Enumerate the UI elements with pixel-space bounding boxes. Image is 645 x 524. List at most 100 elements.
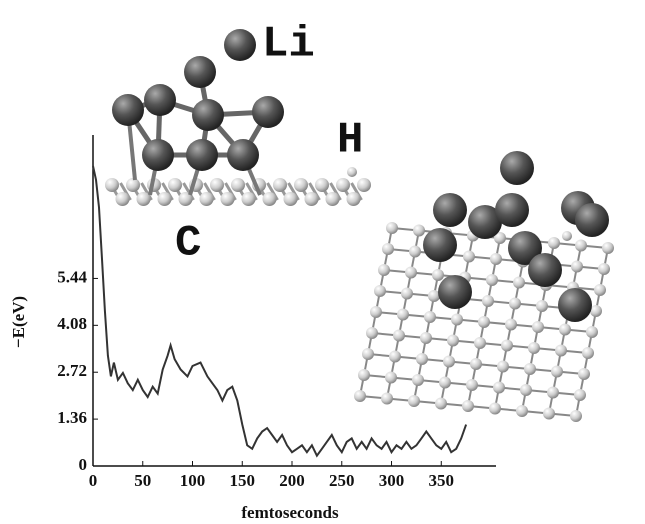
carbon-atom (520, 384, 532, 396)
carbon-atom (575, 239, 587, 252)
carbon-atom (381, 392, 393, 405)
carbon-atom (435, 397, 447, 410)
carbon-atom (486, 274, 498, 286)
lithium-atom (112, 94, 144, 126)
carbon-atom (574, 389, 586, 401)
carbon-atom (199, 192, 214, 206)
carbon-atom (590, 305, 602, 317)
carbon-atom (401, 287, 413, 300)
carbon-atom (370, 306, 382, 318)
lithium-atom (192, 99, 224, 131)
carbon-atom (397, 308, 409, 321)
carbon-atom (178, 192, 193, 206)
x-tick-label: 0 (89, 471, 98, 490)
carbon-atom (382, 243, 394, 255)
carbon-atom (582, 347, 594, 359)
y-axis-label: −E(eV) (9, 296, 28, 348)
carbon-atom (505, 318, 517, 331)
carbon-atom (443, 355, 455, 368)
carbon-atom (493, 381, 505, 394)
carbon-atom (325, 192, 340, 206)
lithium-atom (252, 96, 284, 128)
plot: 0 1.36 2.72 4.08 5.44 0 50 100 150 200 250 300 350 (57, 135, 496, 490)
carbon-atom (126, 178, 140, 192)
carbon-atom (283, 192, 298, 206)
carbon-atom (497, 360, 509, 373)
x-tick-label: 350 (429, 471, 455, 490)
carbon-atom (393, 329, 405, 342)
lithium-atom (423, 228, 457, 262)
carbon-atom (374, 285, 386, 297)
carbon-atom (470, 358, 482, 370)
hydrogen-atom (562, 231, 572, 241)
carbon-atom (555, 344, 567, 357)
carbon-atom (273, 178, 287, 192)
lithium-atom (433, 193, 467, 227)
carbon-atom (424, 311, 436, 323)
lithium-atom (224, 29, 256, 61)
carbon-atom (536, 300, 548, 312)
carbon-atom (362, 348, 374, 360)
carbon-atom (547, 386, 559, 399)
carbon-atom (447, 334, 459, 347)
x-tick-label: 200 (279, 471, 305, 490)
carbon-atom (354, 390, 366, 402)
carbon-atom (474, 337, 486, 349)
carbon-atom (489, 402, 501, 415)
carbon-atom (578, 368, 590, 380)
carbon-atom (378, 264, 390, 276)
carbon-atom (210, 178, 224, 192)
carbon-atom (315, 178, 329, 192)
carbon-atom (548, 237, 560, 249)
carbon-atom (336, 178, 350, 192)
carbon-atom (413, 224, 425, 237)
carbon-atom (559, 323, 571, 336)
label-c: C (175, 219, 201, 269)
inset-right (354, 151, 632, 422)
carbon-atom (586, 326, 598, 338)
lithium-atom (438, 275, 472, 309)
carbon-atom (516, 405, 528, 417)
carbon-atom (543, 407, 555, 420)
carbon-atom (405, 266, 417, 279)
carbon-atom (168, 178, 182, 192)
lithium-atom (186, 139, 218, 171)
data-line (92, 165, 468, 458)
carbon-atom (598, 263, 610, 275)
lithium-atom (558, 288, 592, 322)
lithium-atom (495, 193, 529, 227)
carbon-atom (594, 284, 606, 296)
y-tick-label: 1.36 (57, 408, 87, 427)
carbon-atom (494, 232, 506, 244)
x-tick-label: 150 (230, 471, 256, 490)
carbon-atom (157, 192, 172, 206)
carbon-atom (262, 192, 277, 206)
label-h: H (337, 116, 363, 166)
carbon-atom (463, 250, 475, 263)
carbon-atom (490, 253, 502, 265)
carbon-atom (416, 353, 428, 365)
carbon-atom (462, 400, 474, 412)
lithium-atom (184, 56, 216, 88)
carbon-atom (231, 178, 245, 192)
carbon-atom (412, 374, 424, 386)
carbon-atom (571, 260, 583, 273)
carbon-atom (532, 321, 544, 333)
carbon-atom (408, 395, 420, 407)
y-tick-label: 5.44 (57, 267, 87, 286)
carbon-atom (482, 295, 494, 307)
lithium-atom (227, 139, 259, 171)
carbon-atom (294, 178, 308, 192)
x-tick-label: 300 (379, 471, 405, 490)
carbon-atom (385, 371, 397, 384)
lithium-atom (575, 203, 609, 237)
carbon-atom (389, 350, 401, 363)
carbon-atom (513, 276, 525, 289)
x-tick-label: 250 (329, 471, 355, 490)
carbon-atom (409, 245, 421, 258)
lithium-atom (144, 84, 176, 116)
carbon-atom (501, 339, 513, 352)
carbon-atom (386, 222, 398, 234)
carbon-atom (570, 410, 582, 422)
